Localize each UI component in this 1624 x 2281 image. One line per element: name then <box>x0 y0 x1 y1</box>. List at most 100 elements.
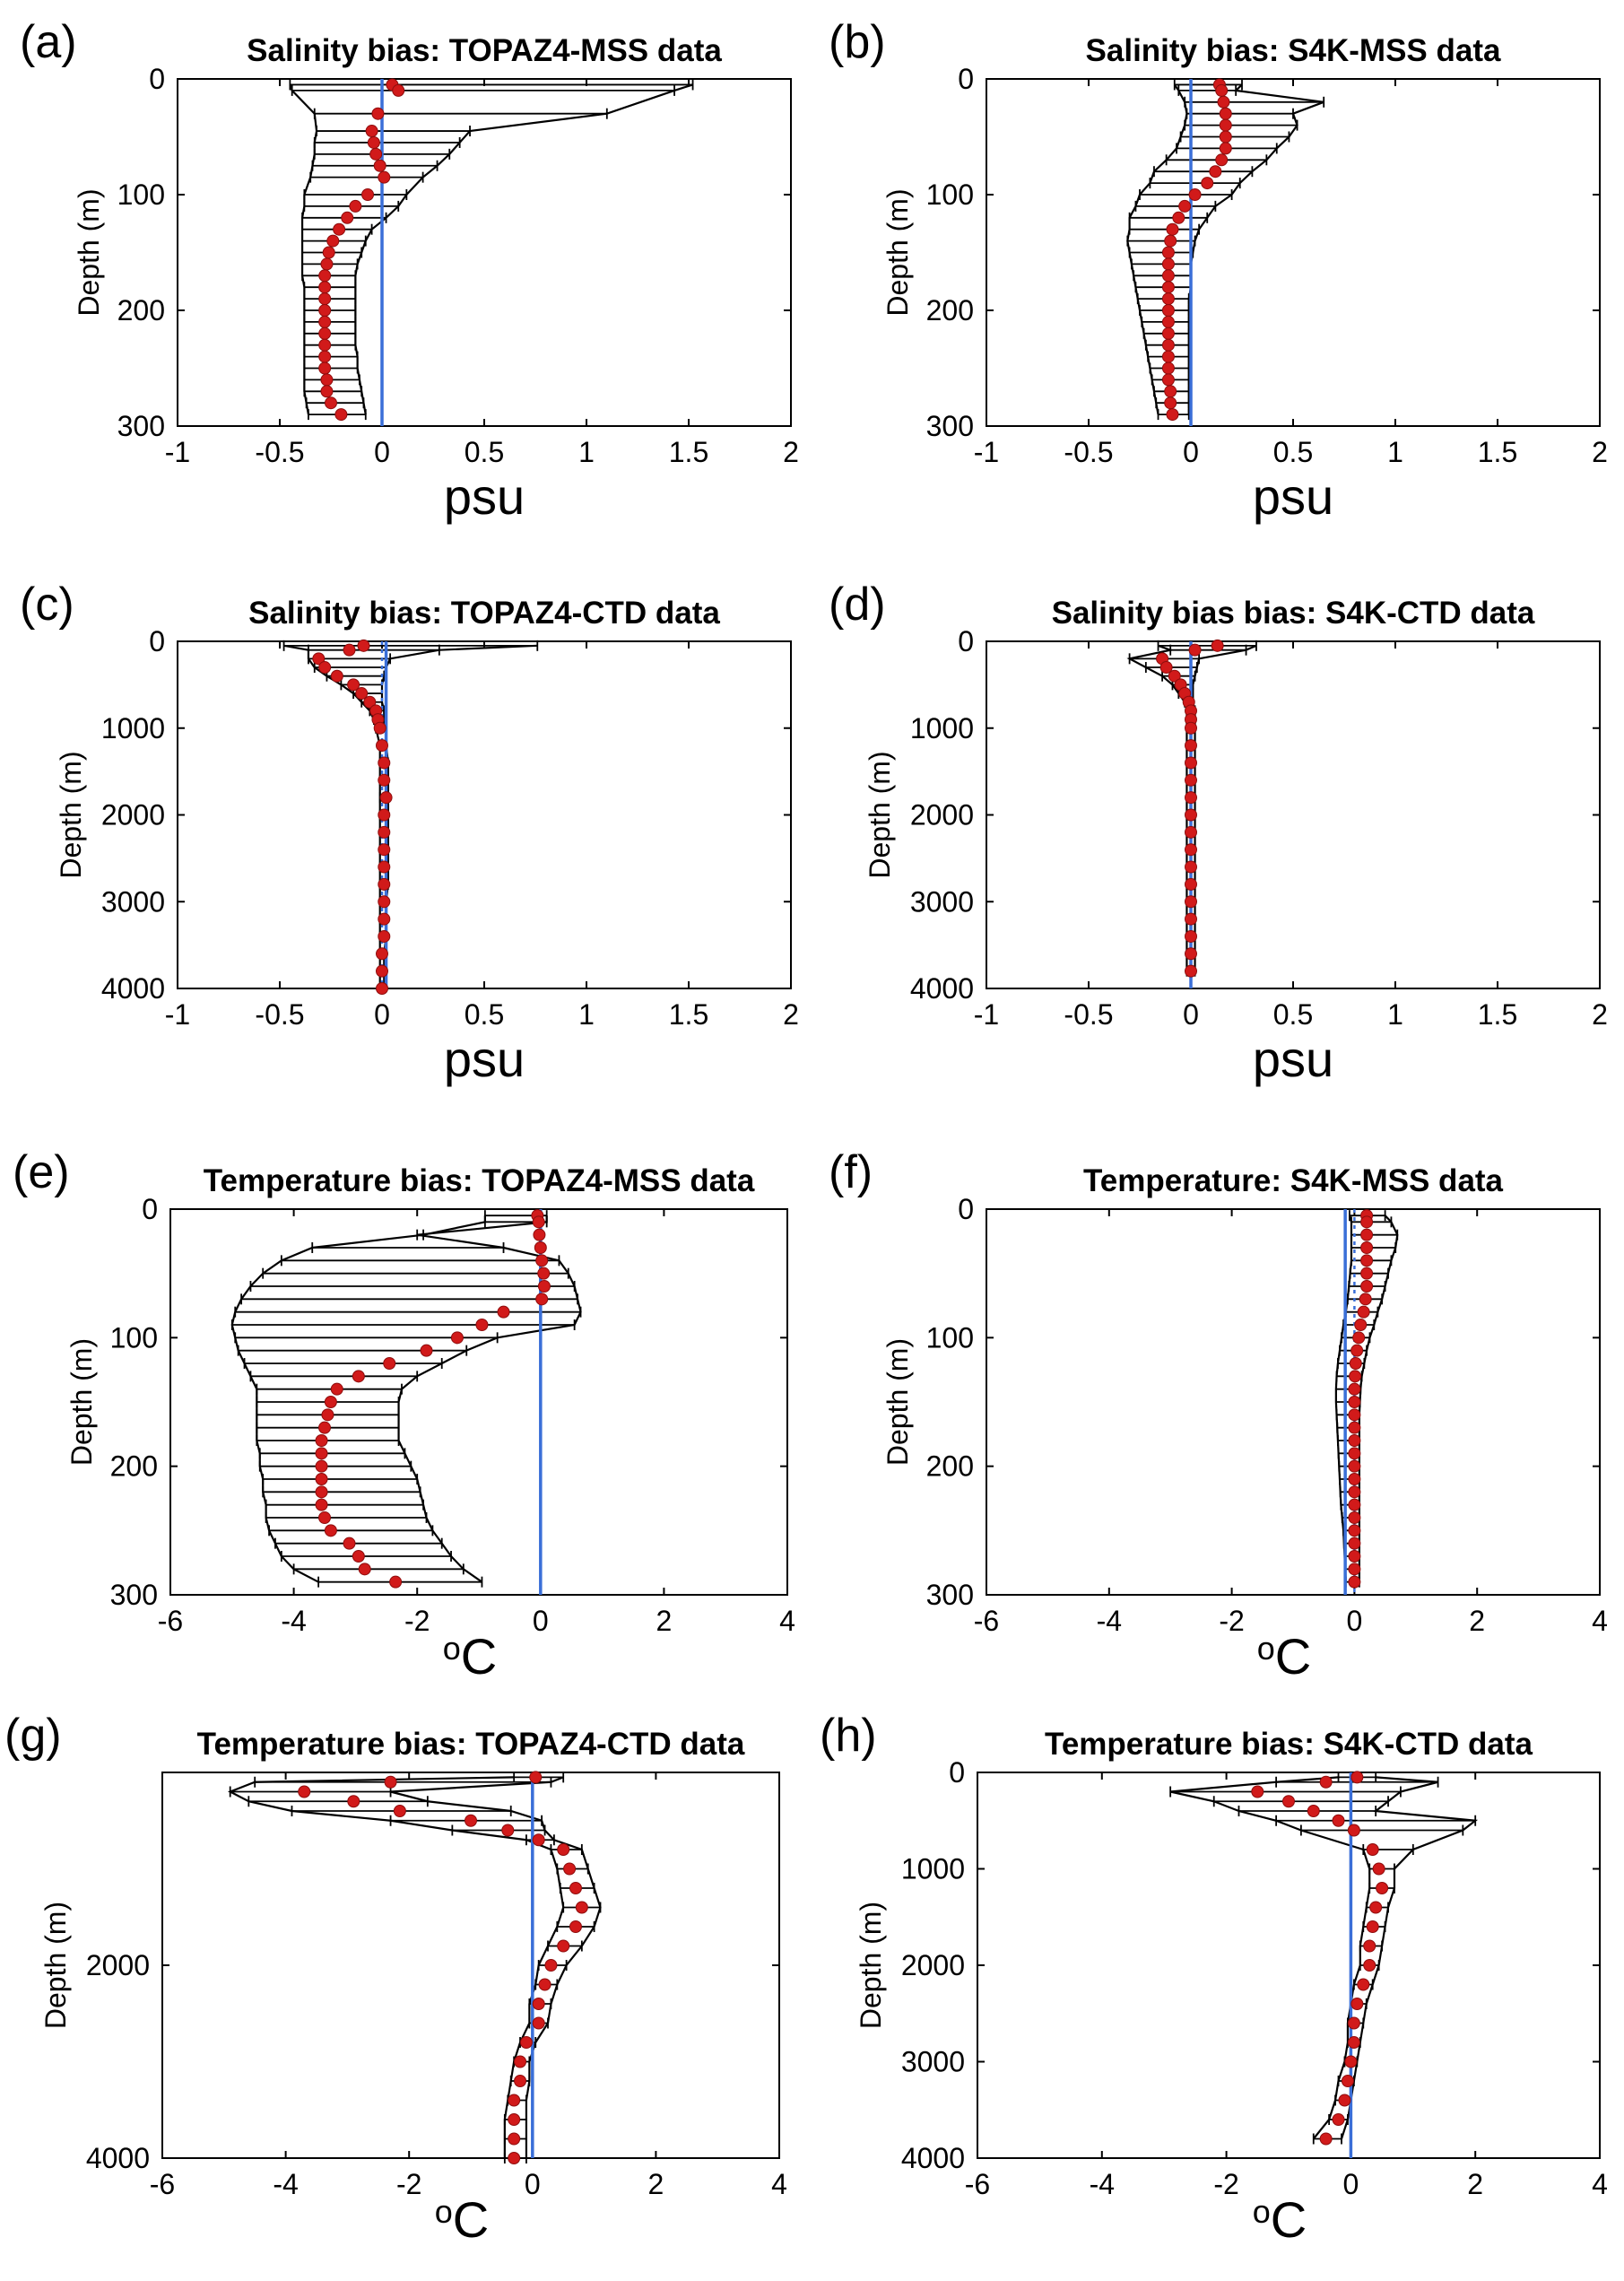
chart-title: Salinity bias: TOPAZ4-CTD data <box>248 596 720 631</box>
y-tick-label: 1000 <box>910 712 974 744</box>
y-tick-label: 0 <box>149 63 165 95</box>
data-point <box>544 1959 558 1972</box>
data-point <box>1347 2036 1360 2049</box>
data-point <box>1159 661 1173 675</box>
x-axis-label: oC <box>435 2191 489 2248</box>
y-tick-label: 3000 <box>901 2046 965 2078</box>
data-point <box>330 669 343 683</box>
data-point <box>501 1824 515 1837</box>
data-point <box>315 1459 328 1473</box>
data-point <box>1332 1814 1345 1827</box>
y-tick-label: 200 <box>110 1450 158 1483</box>
data-point <box>1348 1408 1361 1422</box>
data-point <box>514 2075 527 2087</box>
data-point <box>532 1215 545 1229</box>
y-tick-label: 1000 <box>901 1853 965 1885</box>
data-point <box>355 687 369 701</box>
x-tick-label: -4 <box>281 1605 306 1637</box>
error-bar <box>1153 166 1254 178</box>
y-axis-label: Depth (m) <box>881 188 914 316</box>
data-point <box>358 1563 371 1576</box>
x-tick-label: 4 <box>779 1605 795 1637</box>
data-point <box>557 1843 570 1856</box>
data-point <box>318 269 332 283</box>
data-point <box>1185 947 1197 961</box>
x-tick-label: 0 <box>533 1605 549 1637</box>
data-point <box>365 125 378 138</box>
error-bar <box>316 126 471 137</box>
x-tick-label: -1 <box>165 436 190 468</box>
data-point <box>1344 2055 1358 2068</box>
data-point <box>1185 860 1197 874</box>
data-point <box>508 2094 521 2107</box>
y-tick-label: 100 <box>110 1321 158 1354</box>
panel-letter: (a) <box>20 16 77 68</box>
data-point <box>1357 1978 1370 1991</box>
data-point <box>1348 1434 1361 1447</box>
data-point <box>1161 373 1175 387</box>
data-point <box>1366 1843 1379 1856</box>
data-point <box>535 1293 549 1306</box>
data-point <box>376 739 388 753</box>
data-point <box>1211 639 1224 652</box>
x-tick-label: 2 <box>1592 436 1608 468</box>
x-axis-label: oC <box>1257 1628 1311 1685</box>
data-point <box>475 1319 489 1331</box>
upper-envelope <box>390 1776 602 2158</box>
x-tick-label: 1 <box>578 998 595 1031</box>
data-point <box>315 1473 328 1485</box>
data-point <box>535 1254 549 1267</box>
data-point <box>378 170 391 184</box>
error-bar <box>1128 212 1209 223</box>
error-bar <box>1184 119 1298 131</box>
data-point <box>1164 385 1177 398</box>
chart-title: Salinity bias: S4K-MSS data <box>1086 33 1501 68</box>
data-point <box>1348 1473 1361 1485</box>
data-point <box>318 292 332 306</box>
data-point <box>1166 408 1179 422</box>
data-point <box>1363 1939 1376 1953</box>
error-bar <box>1184 96 1325 108</box>
upper-envelope <box>380 644 538 988</box>
data-point <box>1161 361 1175 375</box>
data-point <box>1161 257 1175 271</box>
data-point <box>497 1305 510 1319</box>
x-tick-label: 0 <box>374 998 390 1031</box>
data-point <box>569 1882 582 1894</box>
data-point <box>1161 292 1175 306</box>
x-tick-label: 0.5 <box>465 436 504 468</box>
y-tick-label: 3000 <box>910 885 974 918</box>
y-tick-label: 300 <box>110 1579 158 1611</box>
y-axis-label: Depth (m) <box>39 1902 72 2029</box>
data-point <box>1350 1344 1364 1357</box>
data-point <box>1161 326 1175 340</box>
chart-panel-d: (d) Salinity bias bias: S4K-CTD data -1 -0.… <box>829 579 1608 1087</box>
data-point <box>1219 130 1232 144</box>
x-tick-label: -2 <box>1213 2168 1238 2200</box>
x-axis-label: oC <box>443 1628 497 1685</box>
y-tick-label: 200 <box>117 294 165 326</box>
data-point <box>378 756 391 770</box>
data-point <box>393 1805 406 1817</box>
data-point <box>1161 338 1175 352</box>
data-point <box>1185 895 1197 909</box>
data-point <box>1348 1459 1361 1473</box>
data-point <box>1363 1959 1376 1972</box>
data-point <box>514 2055 527 2068</box>
data-point <box>534 1241 547 1254</box>
data-point <box>563 1862 577 1876</box>
data-point <box>352 1550 365 1563</box>
error-bar <box>291 84 675 96</box>
y-axis-label: Depth (m) <box>855 1902 887 2029</box>
y-tick-label: 0 <box>149 625 165 657</box>
error-bar <box>1139 189 1233 200</box>
data-point <box>1161 315 1175 328</box>
data-point <box>322 246 335 259</box>
data-point <box>537 1267 551 1280</box>
error-bar <box>1212 1796 1389 1807</box>
error-bar <box>313 136 461 148</box>
data-point <box>1209 165 1222 178</box>
data-point <box>508 2132 521 2146</box>
data-point <box>318 315 332 328</box>
data-point <box>1347 2016 1360 2030</box>
